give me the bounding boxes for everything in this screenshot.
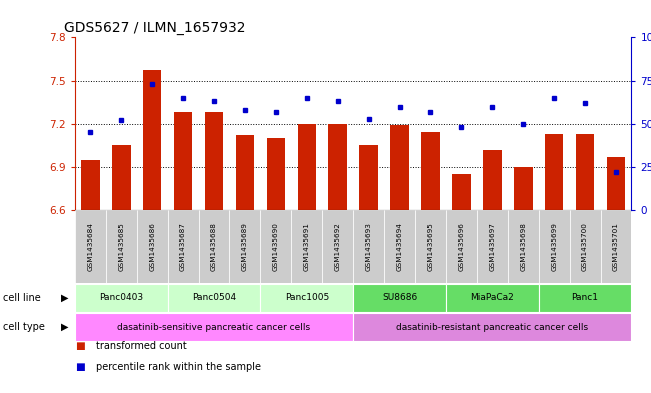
Text: percentile rank within the sample: percentile rank within the sample	[96, 362, 260, 373]
Bar	[452, 174, 471, 210]
Bar	[75, 313, 353, 341]
Text: ▶: ▶	[61, 293, 68, 303]
Bar	[75, 284, 168, 312]
Text: GSM1435693: GSM1435693	[366, 222, 372, 271]
Bar	[292, 210, 322, 283]
Bar	[106, 210, 137, 283]
Text: Panc1005: Panc1005	[284, 293, 329, 302]
Text: GSM1435698: GSM1435698	[520, 222, 526, 271]
Text: GSM1435700: GSM1435700	[582, 222, 588, 271]
Text: GSM1435695: GSM1435695	[428, 222, 434, 271]
Text: Panc0403: Panc0403	[99, 293, 143, 302]
Bar	[570, 210, 600, 283]
Bar	[353, 313, 631, 341]
Text: GSM1435688: GSM1435688	[211, 222, 217, 271]
Text: GSM1435692: GSM1435692	[335, 222, 340, 271]
Text: GSM1435684: GSM1435684	[87, 222, 93, 271]
Text: GSM1435686: GSM1435686	[149, 222, 155, 271]
Text: GSM1435696: GSM1435696	[458, 222, 464, 271]
Bar	[168, 284, 260, 312]
Bar	[600, 210, 631, 283]
Bar	[514, 167, 533, 210]
Bar	[236, 135, 254, 210]
Text: GSM1435694: GSM1435694	[396, 222, 402, 271]
Bar	[267, 138, 285, 210]
Bar	[421, 132, 440, 210]
Text: dasatinib-resistant pancreatic cancer cells: dasatinib-resistant pancreatic cancer ce…	[396, 323, 589, 332]
Bar	[298, 124, 316, 210]
Bar	[545, 134, 563, 210]
Bar	[81, 160, 100, 210]
Text: Panc0504: Panc0504	[192, 293, 236, 302]
Text: ■: ■	[75, 362, 85, 373]
Bar	[508, 210, 539, 283]
Text: GDS5627 / ILMN_1657932: GDS5627 / ILMN_1657932	[64, 21, 245, 35]
Bar	[75, 210, 105, 283]
Text: GSM1435687: GSM1435687	[180, 222, 186, 271]
Text: GSM1435691: GSM1435691	[304, 222, 310, 271]
Text: GSM1435697: GSM1435697	[490, 222, 495, 271]
Text: GSM1435701: GSM1435701	[613, 222, 619, 271]
Bar	[143, 70, 161, 210]
Text: GSM1435690: GSM1435690	[273, 222, 279, 271]
Text: SU8686: SU8686	[382, 293, 417, 302]
Bar	[353, 284, 446, 312]
Text: dasatinib-sensitive pancreatic cancer cells: dasatinib-sensitive pancreatic cancer ce…	[117, 323, 311, 332]
Text: ■: ■	[75, 341, 85, 351]
Bar	[174, 112, 193, 210]
Text: MiaPaCa2: MiaPaCa2	[471, 293, 514, 302]
Text: cell line: cell line	[3, 293, 41, 303]
Bar	[415, 210, 446, 283]
Bar	[384, 210, 415, 283]
Bar	[446, 284, 539, 312]
Bar	[353, 210, 384, 283]
Bar	[477, 210, 508, 283]
Text: Panc1: Panc1	[572, 293, 598, 302]
Bar	[575, 134, 594, 210]
Bar	[359, 145, 378, 210]
Text: GSM1435699: GSM1435699	[551, 222, 557, 271]
Bar	[539, 210, 570, 283]
Bar	[205, 112, 223, 210]
Bar	[260, 284, 353, 312]
Bar	[322, 210, 353, 283]
Bar	[539, 284, 631, 312]
Text: GSM1435689: GSM1435689	[242, 222, 248, 271]
Text: cell type: cell type	[3, 322, 45, 332]
Bar	[112, 145, 130, 210]
Bar	[260, 210, 292, 283]
Bar	[607, 157, 625, 210]
Text: ▶: ▶	[61, 322, 68, 332]
Bar	[199, 210, 230, 283]
Bar	[168, 210, 199, 283]
Bar	[137, 210, 168, 283]
Bar	[391, 125, 409, 210]
Bar	[329, 124, 347, 210]
Bar	[230, 210, 260, 283]
Text: GSM1435685: GSM1435685	[118, 222, 124, 271]
Bar	[483, 150, 501, 210]
Bar	[446, 210, 477, 283]
Text: transformed count: transformed count	[96, 341, 186, 351]
